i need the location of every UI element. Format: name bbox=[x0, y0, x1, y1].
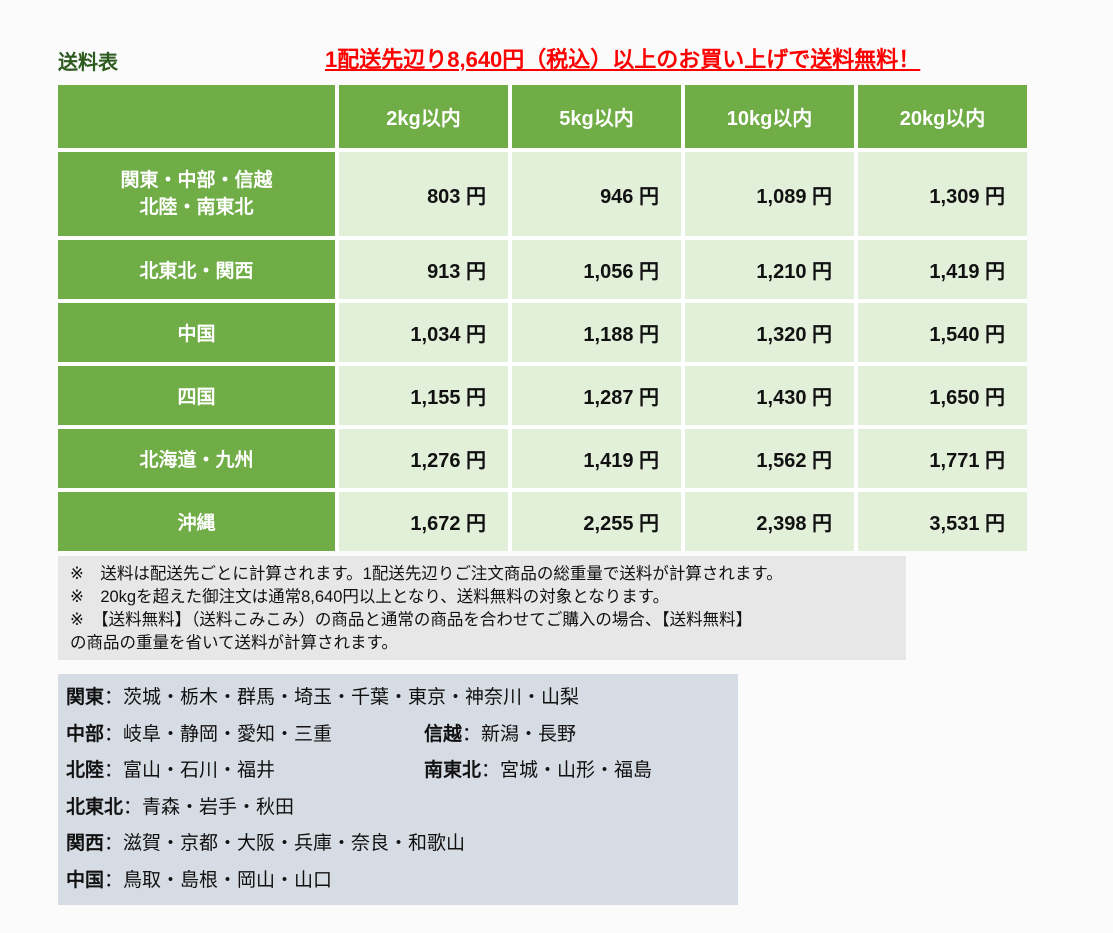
table-corner-cell bbox=[58, 85, 335, 148]
page-title: 送料表 bbox=[58, 52, 118, 74]
region-label-cell: 中国 bbox=[58, 303, 335, 362]
region-prefectures: ：滋賀・京都・大阪・兵庫・奈良・和歌山 bbox=[104, 833, 466, 854]
region-name: 関西 bbox=[66, 833, 105, 854]
note-line: ※ 【送料無料】（送料こみこみ）の商品と通常の商品を合わせてご購入の場合、【送料… bbox=[70, 611, 753, 629]
region-prefectures: ：青森・岩手・秋田 bbox=[123, 796, 295, 818]
price-cell: 2,398 円 bbox=[685, 492, 854, 551]
header-20kg: 20kg以内 bbox=[858, 85, 1027, 148]
price-cell: 1,672 円 bbox=[339, 492, 508, 551]
region-line: 関東：茨城・栃木・群馬・埼玉・千葉・東京・神奈川・山梨 bbox=[66, 680, 730, 717]
region-label-cell: 北東北・関西 bbox=[58, 240, 335, 299]
region-label-line: 関東・中部・信越 bbox=[120, 170, 273, 191]
region-label-cell: 沖縄 bbox=[58, 492, 335, 551]
header-10kg: 10kg以内 bbox=[685, 85, 854, 148]
price-cell: 913 円 bbox=[339, 240, 508, 299]
region-line: 関西：滋賀・京都・大阪・兵庫・奈良・和歌山 bbox=[66, 826, 730, 863]
region-name: 関東 bbox=[66, 687, 105, 708]
price-cell: 1,320 円 bbox=[685, 303, 854, 362]
price-cell: 803 円 bbox=[339, 152, 508, 236]
region-name: 中国 bbox=[66, 869, 105, 891]
free-shipping-promo-text: 1配送先辺り8,640円（税込）以上のお買い上げで送料無料！ bbox=[325, 47, 921, 72]
region-label-cell: 北海道・九州 bbox=[58, 429, 335, 488]
price-cell: 1,540 円 bbox=[858, 303, 1027, 362]
region-line: 北陸：富山・石川・福井 南東北：宮城・山形・福島 bbox=[66, 753, 730, 790]
price-cell: 1,188 円 bbox=[512, 303, 681, 362]
region-prefectures: ：茨城・栃木・群馬・埼玉・千葉・東京・神奈川・山梨 bbox=[104, 687, 580, 708]
shipping-notes-box: ※ 送料は配送先ごとに計算されます。1配送先辺りご注文商品の総重量で送料が計算さ… bbox=[58, 556, 906, 660]
price-cell: 1,210 円 bbox=[685, 240, 854, 299]
region-name: 北陸 bbox=[66, 760, 105, 781]
price-cell: 3,531 円 bbox=[858, 492, 1027, 551]
note-line: ※ 20kgを超えた御注文は通常8,640円以上となり、送料無料の対象となります… bbox=[70, 588, 670, 606]
region-label-cell: 関東・中部・信越 北陸・南東北 bbox=[58, 152, 335, 236]
region-prefectures: ：鳥取・島根・岡山・山口 bbox=[104, 869, 333, 891]
region-prefectures: ：岐阜・静岡・愛知・三重 bbox=[104, 723, 333, 745]
header-5kg: 5kg以内 bbox=[512, 85, 681, 148]
price-cell: 1,419 円 bbox=[512, 429, 681, 488]
price-cell: 1,089 円 bbox=[685, 152, 854, 236]
region-line: 北東北：青森・岩手・秋田 bbox=[66, 790, 730, 827]
region-label-cell: 四国 bbox=[58, 366, 335, 425]
region-definitions-box: 関東：茨城・栃木・群馬・埼玉・千葉・東京・神奈川・山梨 中部：岐阜・静岡・愛知・… bbox=[58, 674, 738, 905]
region-prefectures: ：宮城・山形・福島 bbox=[481, 760, 653, 781]
region-name: 南東北 bbox=[424, 760, 482, 781]
header-2kg: 2kg以内 bbox=[339, 85, 508, 148]
region-line: 中部：岐阜・静岡・愛知・三重 信越：新潟・長野 bbox=[66, 717, 730, 754]
price-cell: 1,287 円 bbox=[512, 366, 681, 425]
region-prefectures: ：新潟・長野 bbox=[462, 723, 577, 745]
price-cell: 1,309 円 bbox=[858, 152, 1027, 236]
price-cell: 1,419 円 bbox=[858, 240, 1027, 299]
price-cell: 1,562 円 bbox=[685, 429, 854, 488]
region-name: 信越 bbox=[424, 723, 463, 745]
price-cell: 1,771 円 bbox=[858, 429, 1027, 488]
region-label-line: 北陸・南東北 bbox=[139, 197, 254, 218]
price-cell: 1,056 円 bbox=[512, 240, 681, 299]
region-name: 北東北 bbox=[66, 796, 124, 818]
price-cell: 2,255 円 bbox=[512, 492, 681, 551]
region-prefectures: ：富山・石川・福井 bbox=[104, 760, 276, 781]
shipping-fee-table: 2kg以内 5kg以内 10kg以内 20kg以内 関東・中部・信越 北陸・南東… bbox=[58, 85, 1027, 551]
region-name: 中部 bbox=[66, 723, 105, 745]
price-cell: 946 円 bbox=[512, 152, 681, 236]
price-cell: 1,430 円 bbox=[685, 366, 854, 425]
price-cell: 1,276 円 bbox=[339, 429, 508, 488]
note-line: の商品の重量を省いて送料が計算されます。 bbox=[70, 634, 398, 652]
region-line: 中国：鳥取・島根・岡山・山口 bbox=[66, 863, 730, 900]
price-cell: 1,155 円 bbox=[339, 366, 508, 425]
price-cell: 1,650 円 bbox=[858, 366, 1027, 425]
note-line: ※ 送料は配送先ごとに計算されます。1配送先辺りご注文商品の総重量で送料が計算さ… bbox=[70, 565, 783, 583]
price-cell: 1,034 円 bbox=[339, 303, 508, 362]
